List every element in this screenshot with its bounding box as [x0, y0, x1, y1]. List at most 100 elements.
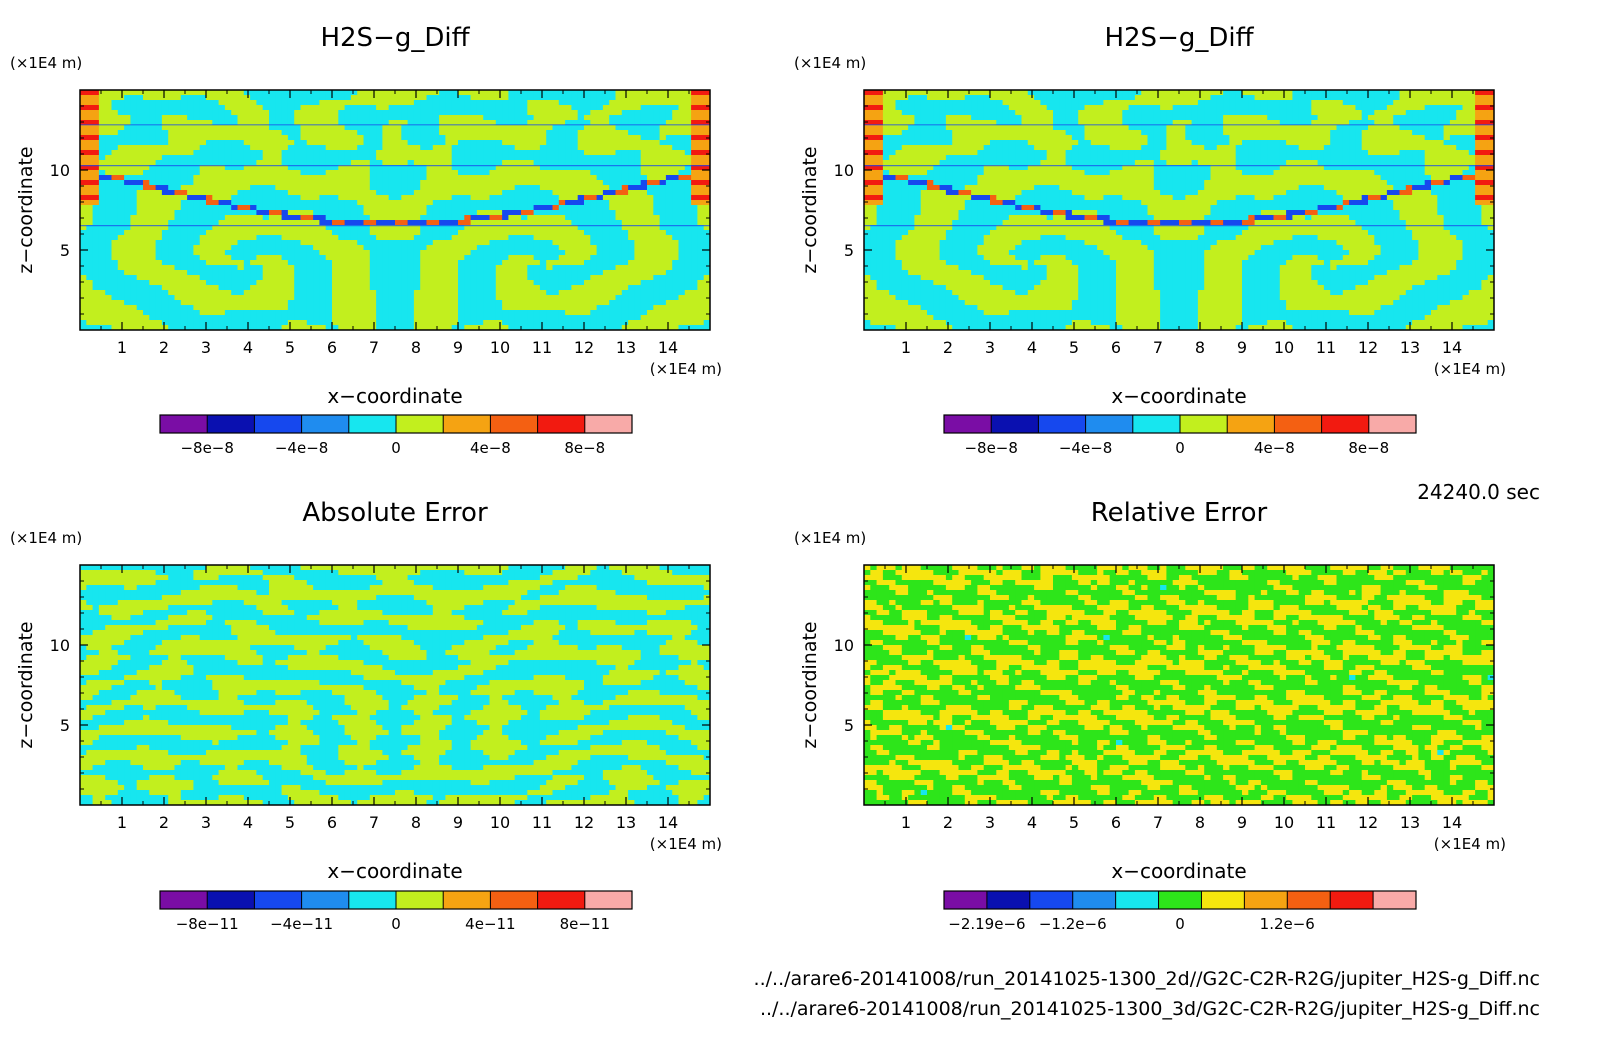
- heatmap-cell: [149, 145, 156, 150]
- heatmap-cell: [294, 150, 301, 155]
- heatmap-cell: [597, 135, 604, 140]
- heatmap-cell: [370, 175, 377, 180]
- heatmap-cell: [672, 160, 679, 165]
- heatmap-cell: [250, 150, 257, 155]
- heatmap-cell: [515, 105, 522, 110]
- heatmap-cell: [137, 105, 144, 110]
- heatmap-cell: [427, 175, 434, 180]
- heatmap-cell: [546, 130, 553, 135]
- heatmap-cell: [225, 90, 232, 95]
- heatmap-cell: [666, 170, 673, 175]
- heatmap-cell: [294, 95, 301, 100]
- heatmap-cell: [225, 145, 232, 150]
- heatmap-cell: [357, 125, 364, 130]
- heatmap-cell: [508, 110, 515, 115]
- heatmap-cell: [571, 180, 578, 185]
- heatmap-cell: [540, 110, 547, 115]
- heatmap-cell: [515, 90, 522, 95]
- heatmap-cell: [578, 155, 585, 160]
- heatmap-cell: [244, 135, 251, 140]
- heatmap-cell: [137, 110, 144, 115]
- heatmap-cell: [351, 150, 358, 155]
- heatmap-cell: [641, 150, 648, 155]
- heatmap-cell: [301, 105, 308, 110]
- heatmap-cell: [571, 95, 578, 100]
- heatmap-cell: [351, 100, 358, 105]
- heatmap-cell: [326, 95, 333, 100]
- heatmap-cell: [137, 95, 144, 100]
- heatmap-cell: [137, 125, 144, 130]
- heatmap-cell: [294, 90, 301, 95]
- heatmap-cell: [660, 140, 667, 145]
- heatmap-cell: [666, 115, 673, 120]
- heatmap-cell: [660, 145, 667, 150]
- heatmap-cell: [288, 130, 295, 135]
- heatmap-cell: [231, 95, 238, 100]
- heatmap-cell: [634, 90, 641, 95]
- heatmap-cell: [288, 95, 295, 100]
- heatmap-cell: [571, 110, 578, 115]
- heatmap-cell: [464, 105, 471, 110]
- heatmap-cell: [168, 90, 175, 95]
- heatmap-cell: [553, 105, 560, 110]
- heatmap-cell: [326, 130, 333, 135]
- heatmap-cell: [634, 125, 641, 130]
- heatmap-cell: [622, 150, 629, 155]
- heatmap-cell: [307, 110, 314, 115]
- heatmap-cell: [149, 90, 156, 95]
- heatmap-cell: [313, 90, 320, 95]
- heatmap-cell: [99, 115, 106, 120]
- heatmap-cell: [527, 160, 534, 165]
- heatmap-cell: [483, 160, 490, 165]
- heatmap-cell: [660, 105, 667, 110]
- heatmap-cell: [609, 110, 616, 115]
- heatmap-cell: [86, 160, 93, 165]
- heatmap-cell: [244, 100, 251, 105]
- heatmap-cell: [483, 175, 490, 180]
- heatmap-cell: [256, 145, 263, 150]
- heatmap-cell: [420, 150, 427, 155]
- heatmap-cell: [206, 150, 213, 155]
- heatmap-cell: [496, 125, 503, 130]
- heatmap-cell: [458, 110, 465, 115]
- heatmap-cell: [603, 175, 610, 180]
- heatmap-cell: [565, 130, 572, 135]
- heatmap-cell: [697, 95, 704, 100]
- heatmap-cell: [458, 160, 465, 165]
- heatmap-cell: [634, 155, 641, 160]
- heatmap-cell: [496, 145, 503, 150]
- heatmap-cell: [401, 100, 408, 105]
- heatmap-cell: [679, 95, 686, 100]
- heatmap-cell: [338, 150, 345, 155]
- heatmap-cell: [168, 100, 175, 105]
- heatmap-cell: [256, 95, 263, 100]
- heatmap-cell: [143, 125, 150, 130]
- heatmap-cell: [445, 130, 452, 135]
- heatmap-cell: [326, 140, 333, 145]
- heatmap-cell: [464, 170, 471, 175]
- heatmap-cell: [118, 110, 125, 115]
- heatmap-cell: [149, 95, 156, 100]
- heatmap-cell: [93, 155, 100, 160]
- heatmap-cell: [307, 160, 314, 165]
- heatmap-cell: [609, 155, 616, 160]
- heatmap-cell: [382, 180, 389, 185]
- heatmap-cell: [175, 155, 182, 160]
- heatmap-cell: [553, 135, 560, 140]
- heatmap-cell: [244, 180, 251, 185]
- heatmap-cell: [269, 130, 276, 135]
- heatmap-cell: [118, 150, 125, 155]
- heatmap-cell: [496, 140, 503, 145]
- heatmap-cell: [483, 140, 490, 145]
- heatmap-cell: [269, 125, 276, 130]
- heatmap-cell: [458, 95, 465, 100]
- heatmap-cell: [263, 150, 270, 155]
- heatmap-cell: [118, 155, 125, 160]
- heatmap-cell: [93, 170, 100, 175]
- heatmap-cell: [672, 140, 679, 145]
- heatmap-cell: [250, 110, 257, 115]
- heatmap-cell: [370, 110, 377, 115]
- heatmap-cell: [326, 115, 333, 120]
- heatmap-cell: [382, 115, 389, 120]
- heatmap-cell: [559, 115, 566, 120]
